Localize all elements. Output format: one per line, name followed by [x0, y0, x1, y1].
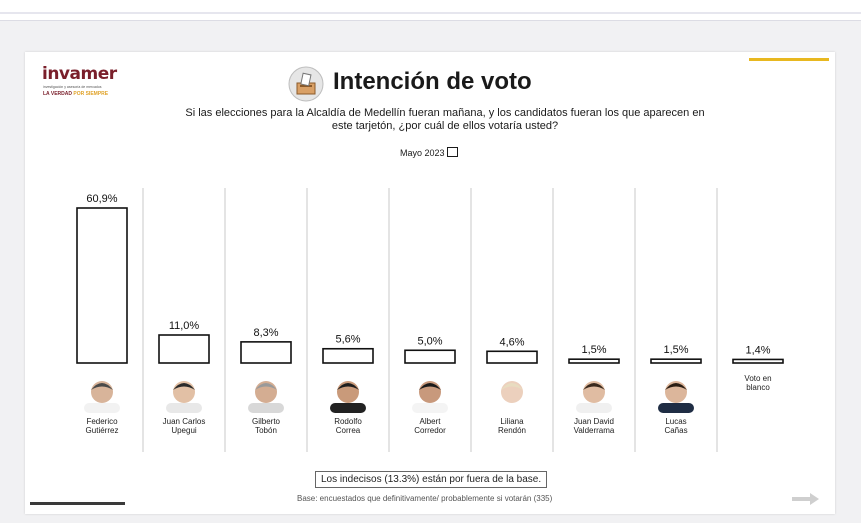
candidate-photo-shirt — [576, 403, 612, 413]
bar — [158, 334, 210, 364]
candidate-photo-hair — [419, 383, 441, 390]
data-label: 60,9% — [86, 193, 117, 205]
category-label: Juan Carlos — [163, 417, 206, 426]
category-label: Upegui — [171, 426, 197, 435]
data-label: 1,5% — [581, 344, 606, 356]
candidate-photo-hair — [665, 383, 687, 390]
category-label: Rendón — [498, 426, 526, 435]
data-label: 4,6% — [499, 336, 524, 348]
candidate-photo-hair — [501, 383, 523, 390]
base-note: Base: encuestados que definitivamente/ p… — [297, 494, 553, 503]
category-label: Cañas — [664, 426, 687, 435]
category-label: Tobón — [255, 426, 277, 435]
ballot-box-icon — [288, 66, 324, 102]
candidate-photo-hair — [337, 383, 359, 390]
category-label: Gutiérrez — [86, 426, 119, 435]
data-label: 11,0% — [169, 320, 200, 332]
undecided-note: Los indecisos (13.3%) están por fuera de… — [315, 471, 548, 488]
browser-top-strip — [0, 0, 861, 21]
next-arrow-icon[interactable] — [792, 492, 820, 506]
data-label: 1,4% — [745, 344, 770, 356]
category-label: Correa — [336, 426, 361, 435]
logo-tagline-main: LA VERDAD — [43, 91, 74, 97]
bar — [650, 358, 702, 364]
logo-tagline-accent: POR SIEMPRE — [73, 91, 109, 97]
poll-slide: invamer investigación y asesoría de merc… — [25, 52, 835, 514]
candidate-photo-shirt — [248, 403, 284, 413]
category-label: Albert — [420, 417, 442, 426]
bar — [568, 358, 620, 364]
data-label: 8,3% — [253, 327, 278, 339]
progress-rule — [30, 502, 125, 505]
logo-word: invamer — [42, 64, 117, 84]
bar — [404, 349, 456, 364]
bar — [240, 341, 292, 364]
page-title: Intención de voto — [333, 68, 532, 95]
bar — [486, 350, 538, 364]
logo-tagline: LA VERDAD POR SIEMPRE — [43, 91, 108, 97]
data-label: 1,5% — [663, 344, 688, 356]
category-label: Juan David — [574, 417, 614, 426]
candidate-photo-shirt — [658, 403, 694, 413]
period-label: Mayo 2023 — [400, 148, 445, 158]
accent-line — [749, 58, 829, 61]
candidate-photo-shirt — [412, 403, 448, 413]
category-label: Rodolfo — [334, 417, 362, 426]
data-label: 5,0% — [417, 335, 442, 347]
bar — [732, 358, 784, 364]
category-label: Corredor — [414, 426, 446, 435]
logo-subtitle: investigación y asesoría de mercados — [43, 85, 102, 89]
candidate-photo-shirt — [84, 403, 120, 413]
candidate-photo-shirt — [166, 403, 202, 413]
candidate-photo-shirt — [330, 403, 366, 413]
candidate-photo-hair — [583, 383, 605, 390]
category-label: blanco — [746, 383, 770, 392]
candidate-photo-hair — [173, 383, 195, 390]
survey-question: Si las elecciones para la Alcaldía de Me… — [185, 107, 705, 132]
top-divider — [0, 12, 861, 14]
category-label: Valderrama — [574, 426, 615, 435]
bar — [76, 207, 128, 364]
category-label: Gilberto — [252, 417, 281, 426]
candidate-photo-shirt — [494, 403, 530, 413]
data-label: 5,6% — [335, 334, 360, 346]
bar — [322, 347, 374, 364]
category-label: Liliana — [500, 417, 524, 426]
candidate-photo-hair — [255, 383, 277, 390]
period-swatch — [446, 147, 458, 157]
survey-period: Mayo 2023 — [400, 147, 458, 158]
invamer-logo: invamer investigación y asesoría de merc… — [42, 64, 122, 100]
category-label: Lucas — [665, 417, 686, 426]
category-label: Federico — [86, 417, 118, 426]
candidate-photo-hair — [91, 383, 113, 390]
category-label: Voto en — [744, 374, 771, 383]
